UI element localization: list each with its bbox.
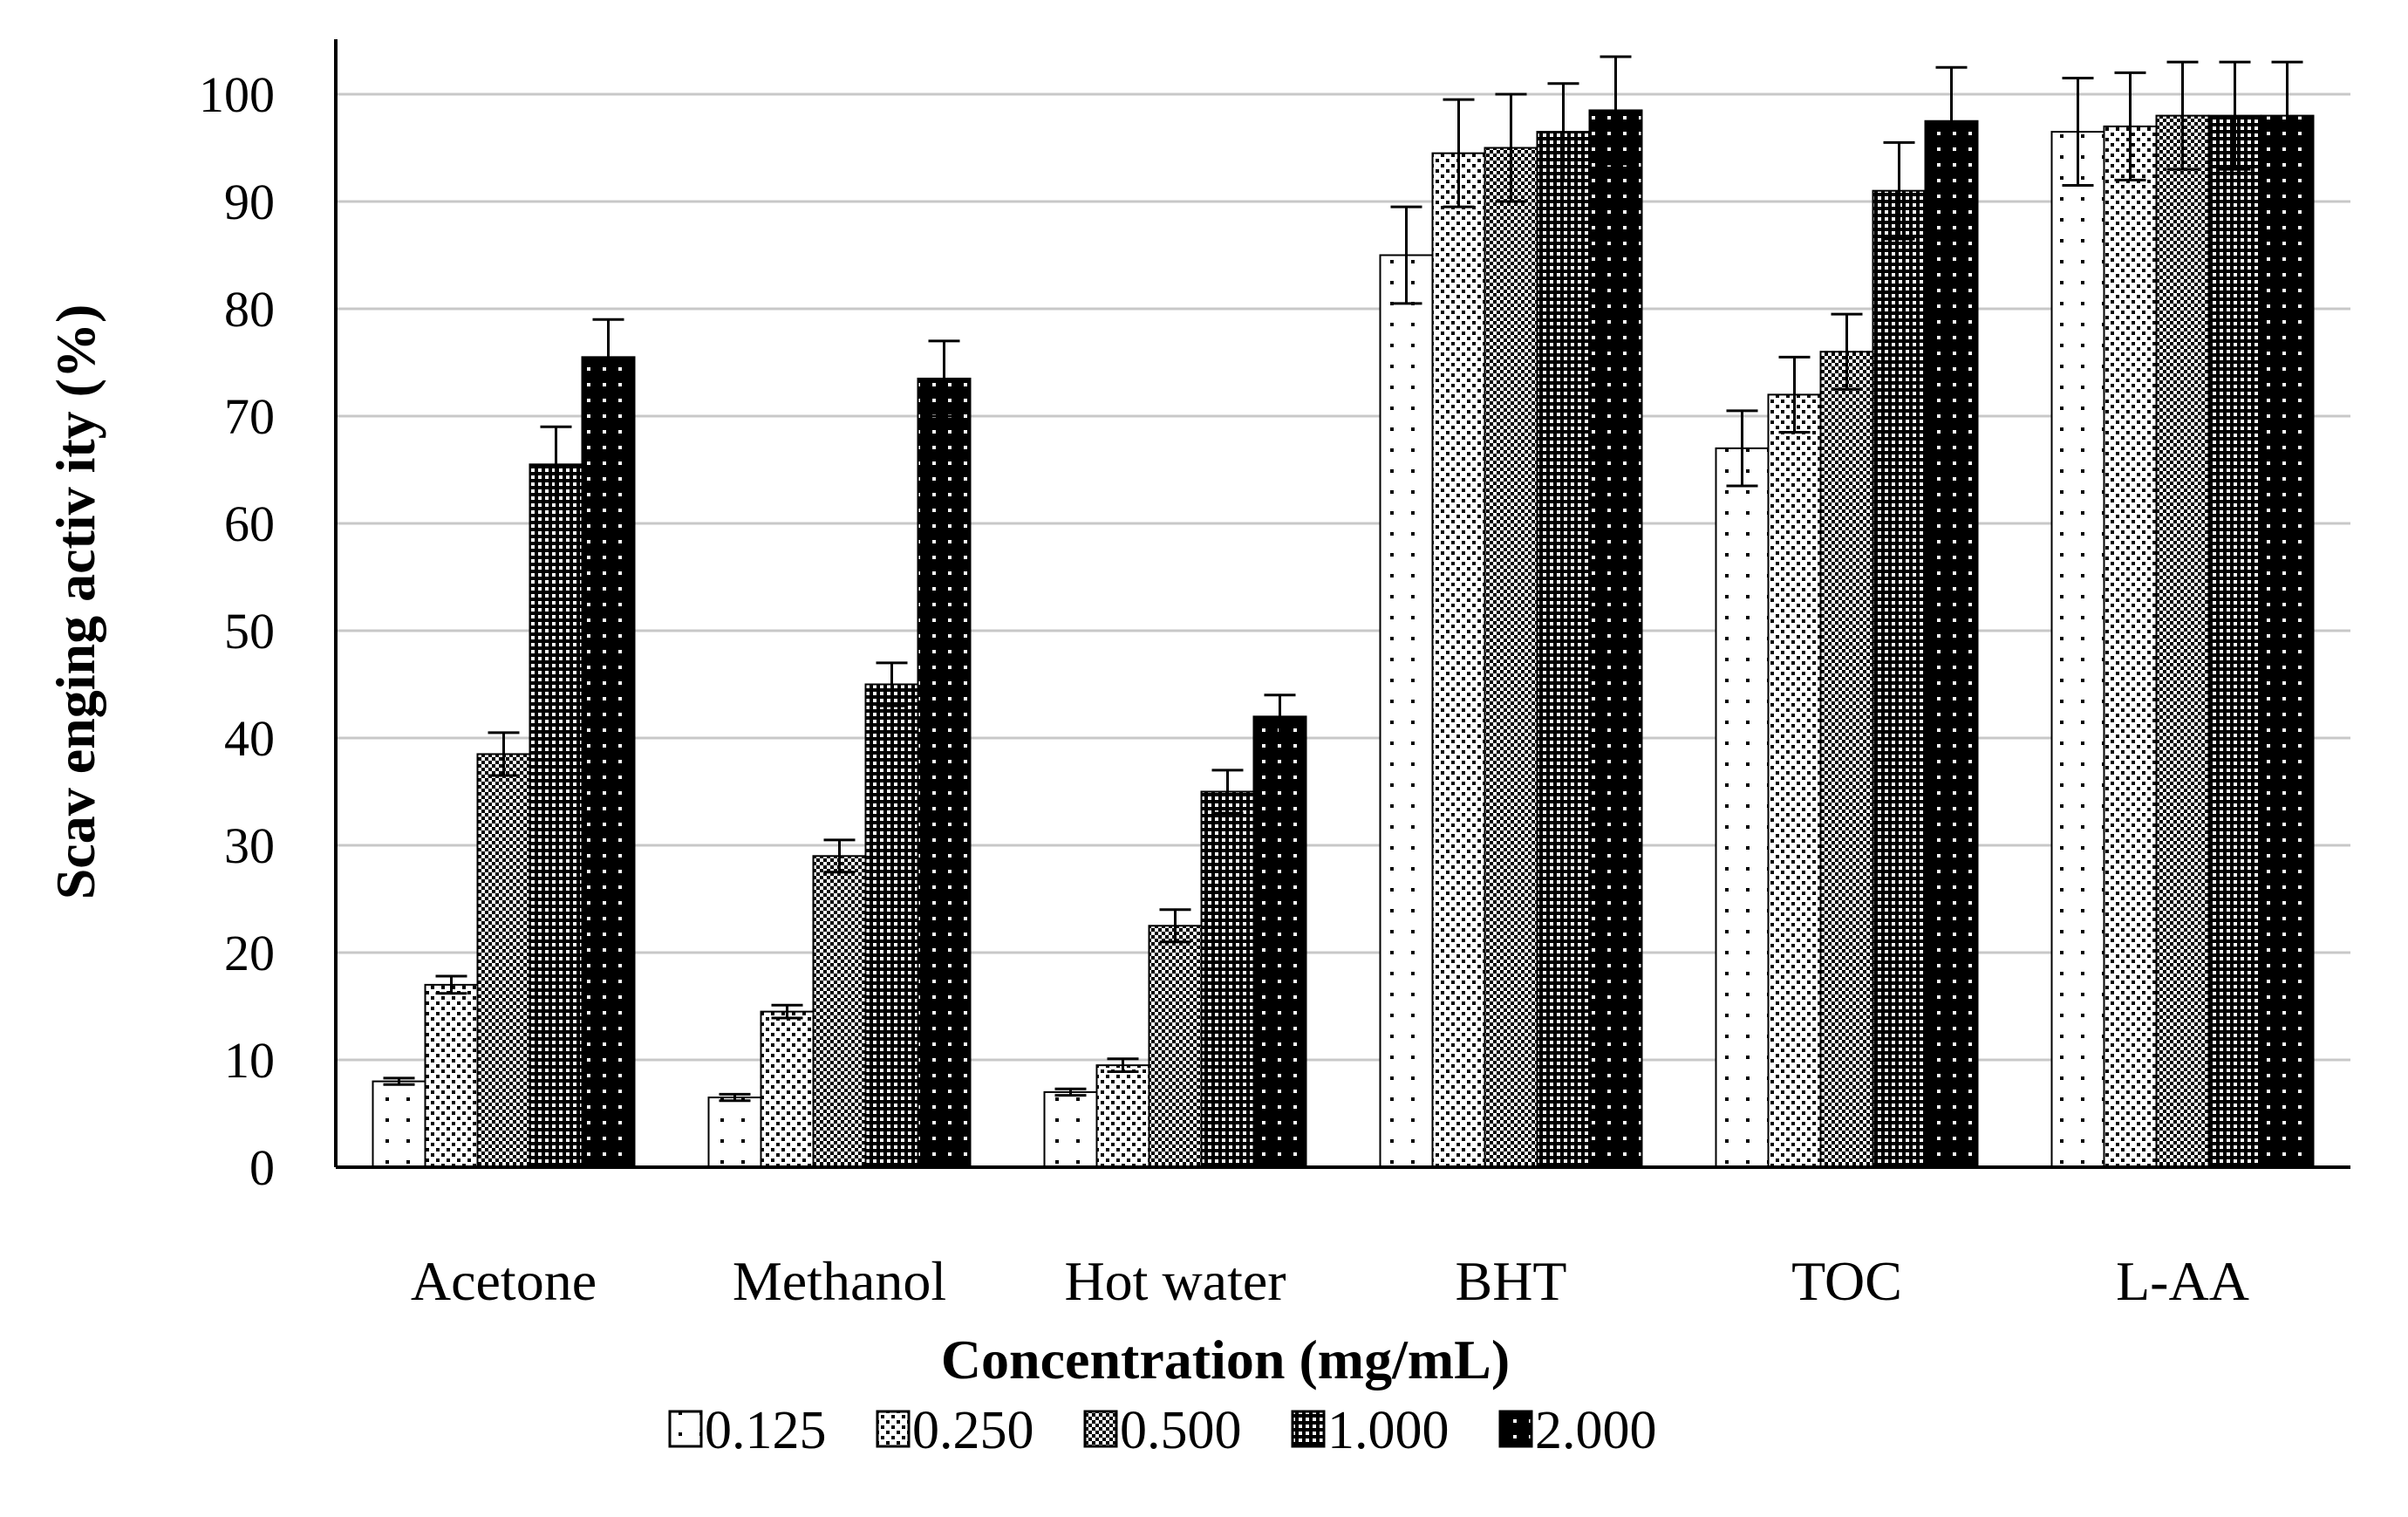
y-tick-labels: 0 10 20 30 40 50 60 70 80 90 100 [199,66,275,1196]
legend-label: 0.500 [1120,1401,1242,1460]
bar [864,683,919,1168]
bar [1252,715,1307,1168]
y-tick-label: 80 [224,281,275,338]
bar [1872,189,1927,1169]
y-tick-label: 100 [199,66,275,123]
category-label: Acetone [411,1250,597,1312]
bar [707,1097,762,1169]
category-labels: Acetone Methanol Hot water BHT TOC L-AA [411,1250,2249,1312]
legend-label: 0.250 [912,1401,1034,1460]
bar [1819,351,1874,1168]
category-label: L-AA [2116,1250,2249,1312]
gridlines [336,92,2350,1062]
bar [1924,120,1979,1168]
bar [1431,152,1486,1168]
y-tick-label: 20 [224,925,275,981]
bar [581,356,636,1169]
y-tick-label: 60 [224,495,275,552]
bar [1536,131,1591,1168]
bar [2155,114,2210,1169]
bar [1588,109,1643,1169]
legend-swatch [1083,1410,1118,1448]
bars [372,55,2315,1169]
bar [1484,147,1538,1168]
category-label: BHT [1456,1250,1567,1312]
bar [812,855,867,1168]
legend-swatch [876,1410,911,1448]
category-label: TOC [1791,1250,1902,1312]
legend-item: 0.125 [668,1401,827,1460]
y-tick-label: 10 [224,1032,275,1089]
bar [1379,254,1434,1168]
bar [529,463,583,1168]
y-tick-label: 30 [224,817,275,874]
legend-label: 2.000 [1535,1401,1657,1460]
legend-item: 1.000 [1291,1401,1450,1460]
bar [476,753,531,1168]
bar [372,1080,426,1168]
bar [424,983,479,1169]
category-label: Hot water [1064,1250,1286,1312]
y-tick-label: 0 [249,1139,275,1196]
bar [2050,131,2105,1168]
axes [334,39,2350,1169]
bar [760,1010,815,1169]
bar [2207,114,2262,1169]
legend-label: 1.000 [1327,1401,1450,1460]
y-tick-label: 40 [224,710,275,767]
y-tick-label: 70 [224,388,275,445]
legend-label: 0.125 [705,1401,827,1460]
category-label: Methanol [733,1250,946,1312]
legend-item: 2.000 [1498,1401,1657,1460]
bar [1767,393,1822,1168]
bar [1715,447,1770,1168]
y-tick-label: 90 [224,174,275,230]
bar [1043,1090,1098,1169]
bar [2103,125,2158,1168]
y-axis-title: Scav enging activ ity (%) [44,304,106,900]
x-axis-title: Concentration (mg/mL) [941,1329,1510,1391]
legend-swatch [1291,1410,1326,1448]
legend-swatch [668,1410,703,1448]
legend-item: 0.250 [876,1401,1034,1460]
legend-item: 0.500 [1083,1401,1242,1460]
bar [917,377,972,1168]
bar [1200,790,1255,1168]
legend-swatch [1498,1410,1533,1448]
bar [2260,114,2315,1169]
legend: 0.125 0.250 0.500 1.000 2.000 [668,1401,1657,1460]
bar [1095,1064,1150,1169]
bar [1148,925,1203,1168]
y-tick-label: 50 [224,603,275,659]
